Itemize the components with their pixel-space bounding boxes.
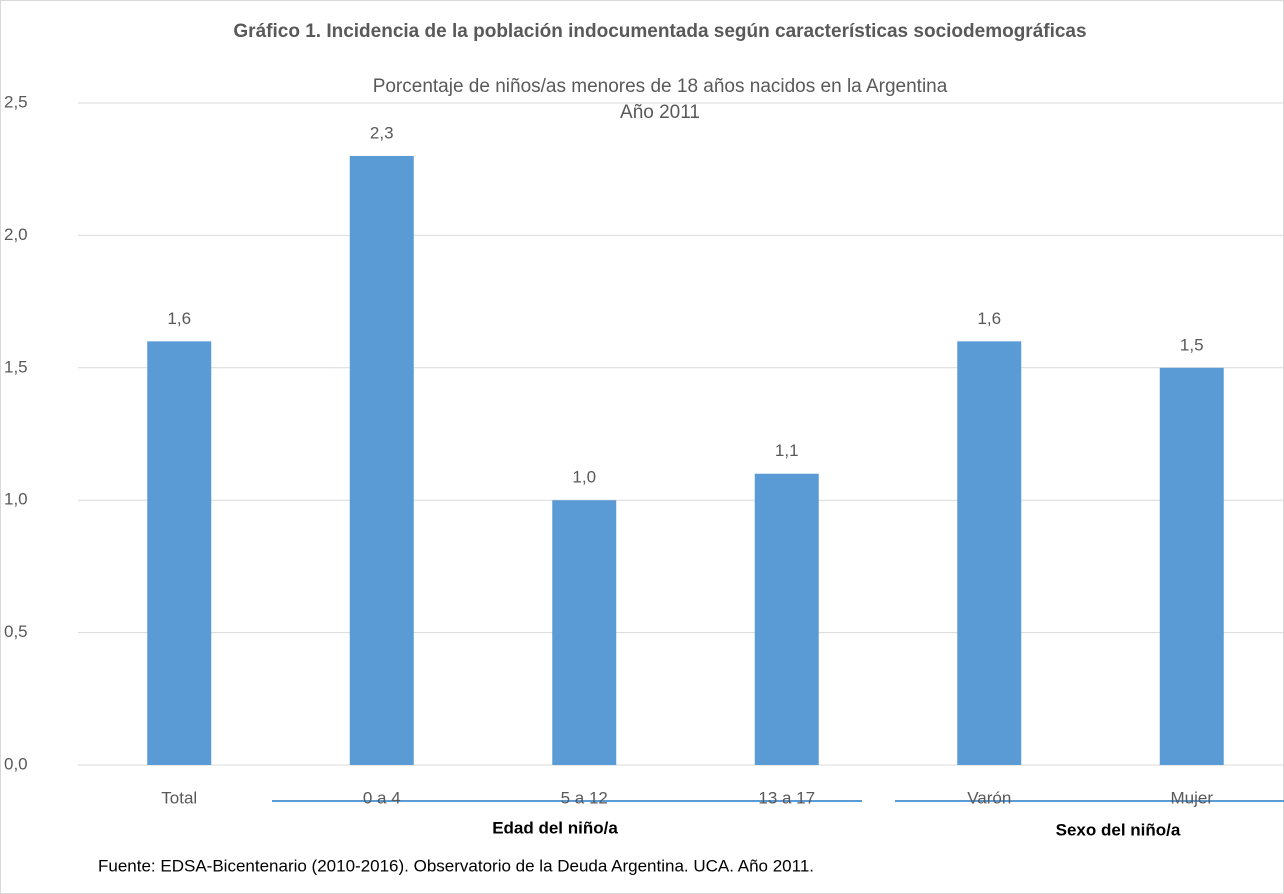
y-tick-label: 1,5: [4, 357, 28, 376]
y-tick-label: 0,0: [4, 754, 28, 773]
y-tick-label: 1,0: [4, 490, 28, 509]
data-label: 1,6: [167, 309, 191, 328]
y-tick-label: 2,5: [4, 92, 28, 111]
data-label: 1,0: [572, 468, 596, 487]
chart-title: Gráfico 1. Incidencia de la población in…: [233, 21, 1087, 42]
bar: [349, 155, 414, 765]
data-label: 1,6: [977, 309, 1001, 328]
x-tick-label: 0 a 4: [363, 788, 401, 807]
x-tick-label: 13 a 17: [758, 788, 815, 807]
x-tick-label: Total: [161, 788, 197, 807]
x-tick-label: Varón: [967, 788, 1011, 807]
source: Fuente: EDSA-Bicentenario (2010-2016). O…: [98, 856, 814, 875]
subtitle: Porcentaje de niños/as menores de 18 año…: [373, 76, 948, 97]
subtitle: Año 2011: [620, 102, 700, 123]
group-label: Sexo del niño/a: [1056, 820, 1181, 839]
data-label: 1,1: [775, 441, 799, 460]
x-tick-label: Mujer: [1170, 788, 1213, 807]
group-label: Edad del niño/a: [492, 818, 618, 837]
data-label: 2,3: [370, 123, 394, 142]
y-tick-label: 0,5: [4, 622, 28, 641]
bar: [552, 500, 617, 765]
y-tick-label: 2,0: [4, 225, 28, 244]
x-tick-label: 5 a 12: [561, 788, 608, 807]
bar: [147, 341, 212, 765]
bar: [957, 341, 1022, 765]
bar: [754, 473, 819, 765]
bar: [1159, 367, 1224, 765]
data-label: 1,5: [1180, 335, 1204, 354]
